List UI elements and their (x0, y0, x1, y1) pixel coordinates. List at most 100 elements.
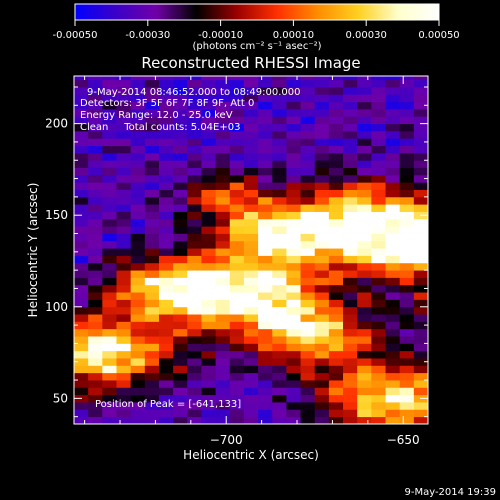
heatmap-cell (328, 240, 344, 249)
heatmap-cell (413, 226, 428, 234)
heatmap-cell (413, 94, 428, 103)
heatmap-cell (201, 277, 216, 286)
heatmap-cell (343, 416, 358, 424)
heatmap-cell (201, 394, 216, 403)
heatmap-cell (229, 76, 245, 81)
heatmap-cell (74, 101, 89, 110)
heatmap-cell (74, 380, 89, 388)
heatmap-cell (158, 196, 174, 205)
heatmap-cell (116, 372, 132, 381)
heatmap-cell (102, 358, 117, 366)
heatmap-cell (88, 409, 103, 418)
heatmap-cell (413, 76, 428, 81)
heatmap-cell (314, 336, 330, 344)
heatmap-cell (371, 365, 386, 374)
heatmap-cell (243, 255, 259, 264)
heatmap-cell (399, 116, 415, 125)
heatmap-cell (413, 365, 428, 374)
heatmap-cell (173, 409, 188, 418)
heatmap-cell (371, 174, 386, 183)
heatmap-cell (385, 284, 401, 293)
heatmap-cell (102, 321, 117, 330)
heatmap-cell (144, 211, 160, 220)
heatmap-cell (187, 328, 202, 337)
heatmap-cell (102, 343, 117, 352)
heatmap-cell (88, 204, 103, 212)
heatmap-cell (258, 152, 273, 161)
heatmap-cell (328, 292, 344, 300)
heatmap-cell (413, 402, 428, 410)
heatmap-cell (343, 167, 358, 176)
heatmap-cell (300, 211, 316, 220)
heatmap-cell (201, 336, 216, 344)
heatmap-cell (215, 233, 231, 242)
heatmap-cell (116, 262, 132, 271)
heatmap-cell (187, 350, 202, 359)
heatmap-cell (286, 79, 301, 88)
heatmap-cell (74, 314, 89, 322)
heatmap-cell (201, 284, 216, 293)
heatmap-cell (102, 416, 117, 424)
heatmap-cell (357, 350, 372, 359)
heatmap-cell (357, 299, 372, 308)
heatmap-cell (173, 292, 188, 300)
heatmap-cell (158, 130, 174, 139)
colorbar-tick-label: -0.00030 (125, 30, 170, 41)
heatmap-cell (314, 204, 330, 212)
heatmap-cell (201, 167, 216, 176)
heatmap-cell (286, 394, 301, 403)
heatmap-cell (144, 152, 160, 161)
heatmap-cell (413, 196, 428, 205)
heatmap-cell (258, 358, 273, 366)
heatmap-cell (258, 145, 273, 154)
heatmap-cell (286, 152, 301, 161)
heatmap-cell (385, 130, 401, 139)
heatmap-cell (215, 167, 231, 176)
heatmap-cell (158, 189, 174, 198)
heatmap-cell (229, 152, 245, 161)
heatmap-cell (314, 409, 330, 418)
heatmap-cell (187, 116, 202, 125)
heatmap-cell (158, 218, 174, 227)
heatmap-cell (187, 233, 202, 242)
heatmap-cell (328, 152, 344, 161)
heatmap-cell (187, 277, 202, 286)
heatmap-cell (173, 262, 188, 271)
heatmap-cell (343, 226, 358, 234)
heatmap-cell (116, 277, 132, 286)
heatmap-cell (102, 226, 117, 234)
heatmap-cell (385, 152, 401, 161)
heatmap-cell (357, 402, 372, 410)
heatmap-cell (258, 314, 273, 322)
heatmap-cell (88, 387, 103, 396)
heatmap-cell (286, 160, 301, 168)
heatmap-cell (229, 416, 245, 424)
heatmap-cell (158, 270, 174, 278)
y-tick-label: 150 (45, 208, 68, 222)
heatmap-cell (158, 416, 174, 424)
heatmap-cell (385, 358, 401, 366)
heatmap-cell (173, 299, 188, 308)
heatmap-cell (286, 343, 301, 352)
heatmap-cell (385, 292, 401, 300)
heatmap-cell (88, 116, 103, 125)
heatmap-cell (243, 277, 259, 286)
heatmap-cell (343, 292, 358, 300)
heatmap-cell (215, 101, 231, 110)
heatmap-cell (102, 365, 117, 374)
heatmap-cell (187, 336, 202, 344)
heatmap-cell (158, 204, 174, 212)
heatmap-cell (215, 152, 231, 161)
heatmap-cell (385, 240, 401, 249)
heatmap-cell (116, 394, 132, 403)
heatmap-cell (300, 409, 316, 418)
heatmap-cell (74, 255, 89, 264)
heatmap-cell (328, 314, 344, 322)
heatmap-cell (74, 292, 89, 300)
heatmap-cell (144, 416, 160, 424)
heatmap-cell (116, 79, 132, 88)
heatmap-cell (314, 387, 330, 396)
heatmap-cell (215, 94, 231, 103)
heatmap-cell (74, 358, 89, 366)
heatmap-cell (130, 108, 146, 117)
